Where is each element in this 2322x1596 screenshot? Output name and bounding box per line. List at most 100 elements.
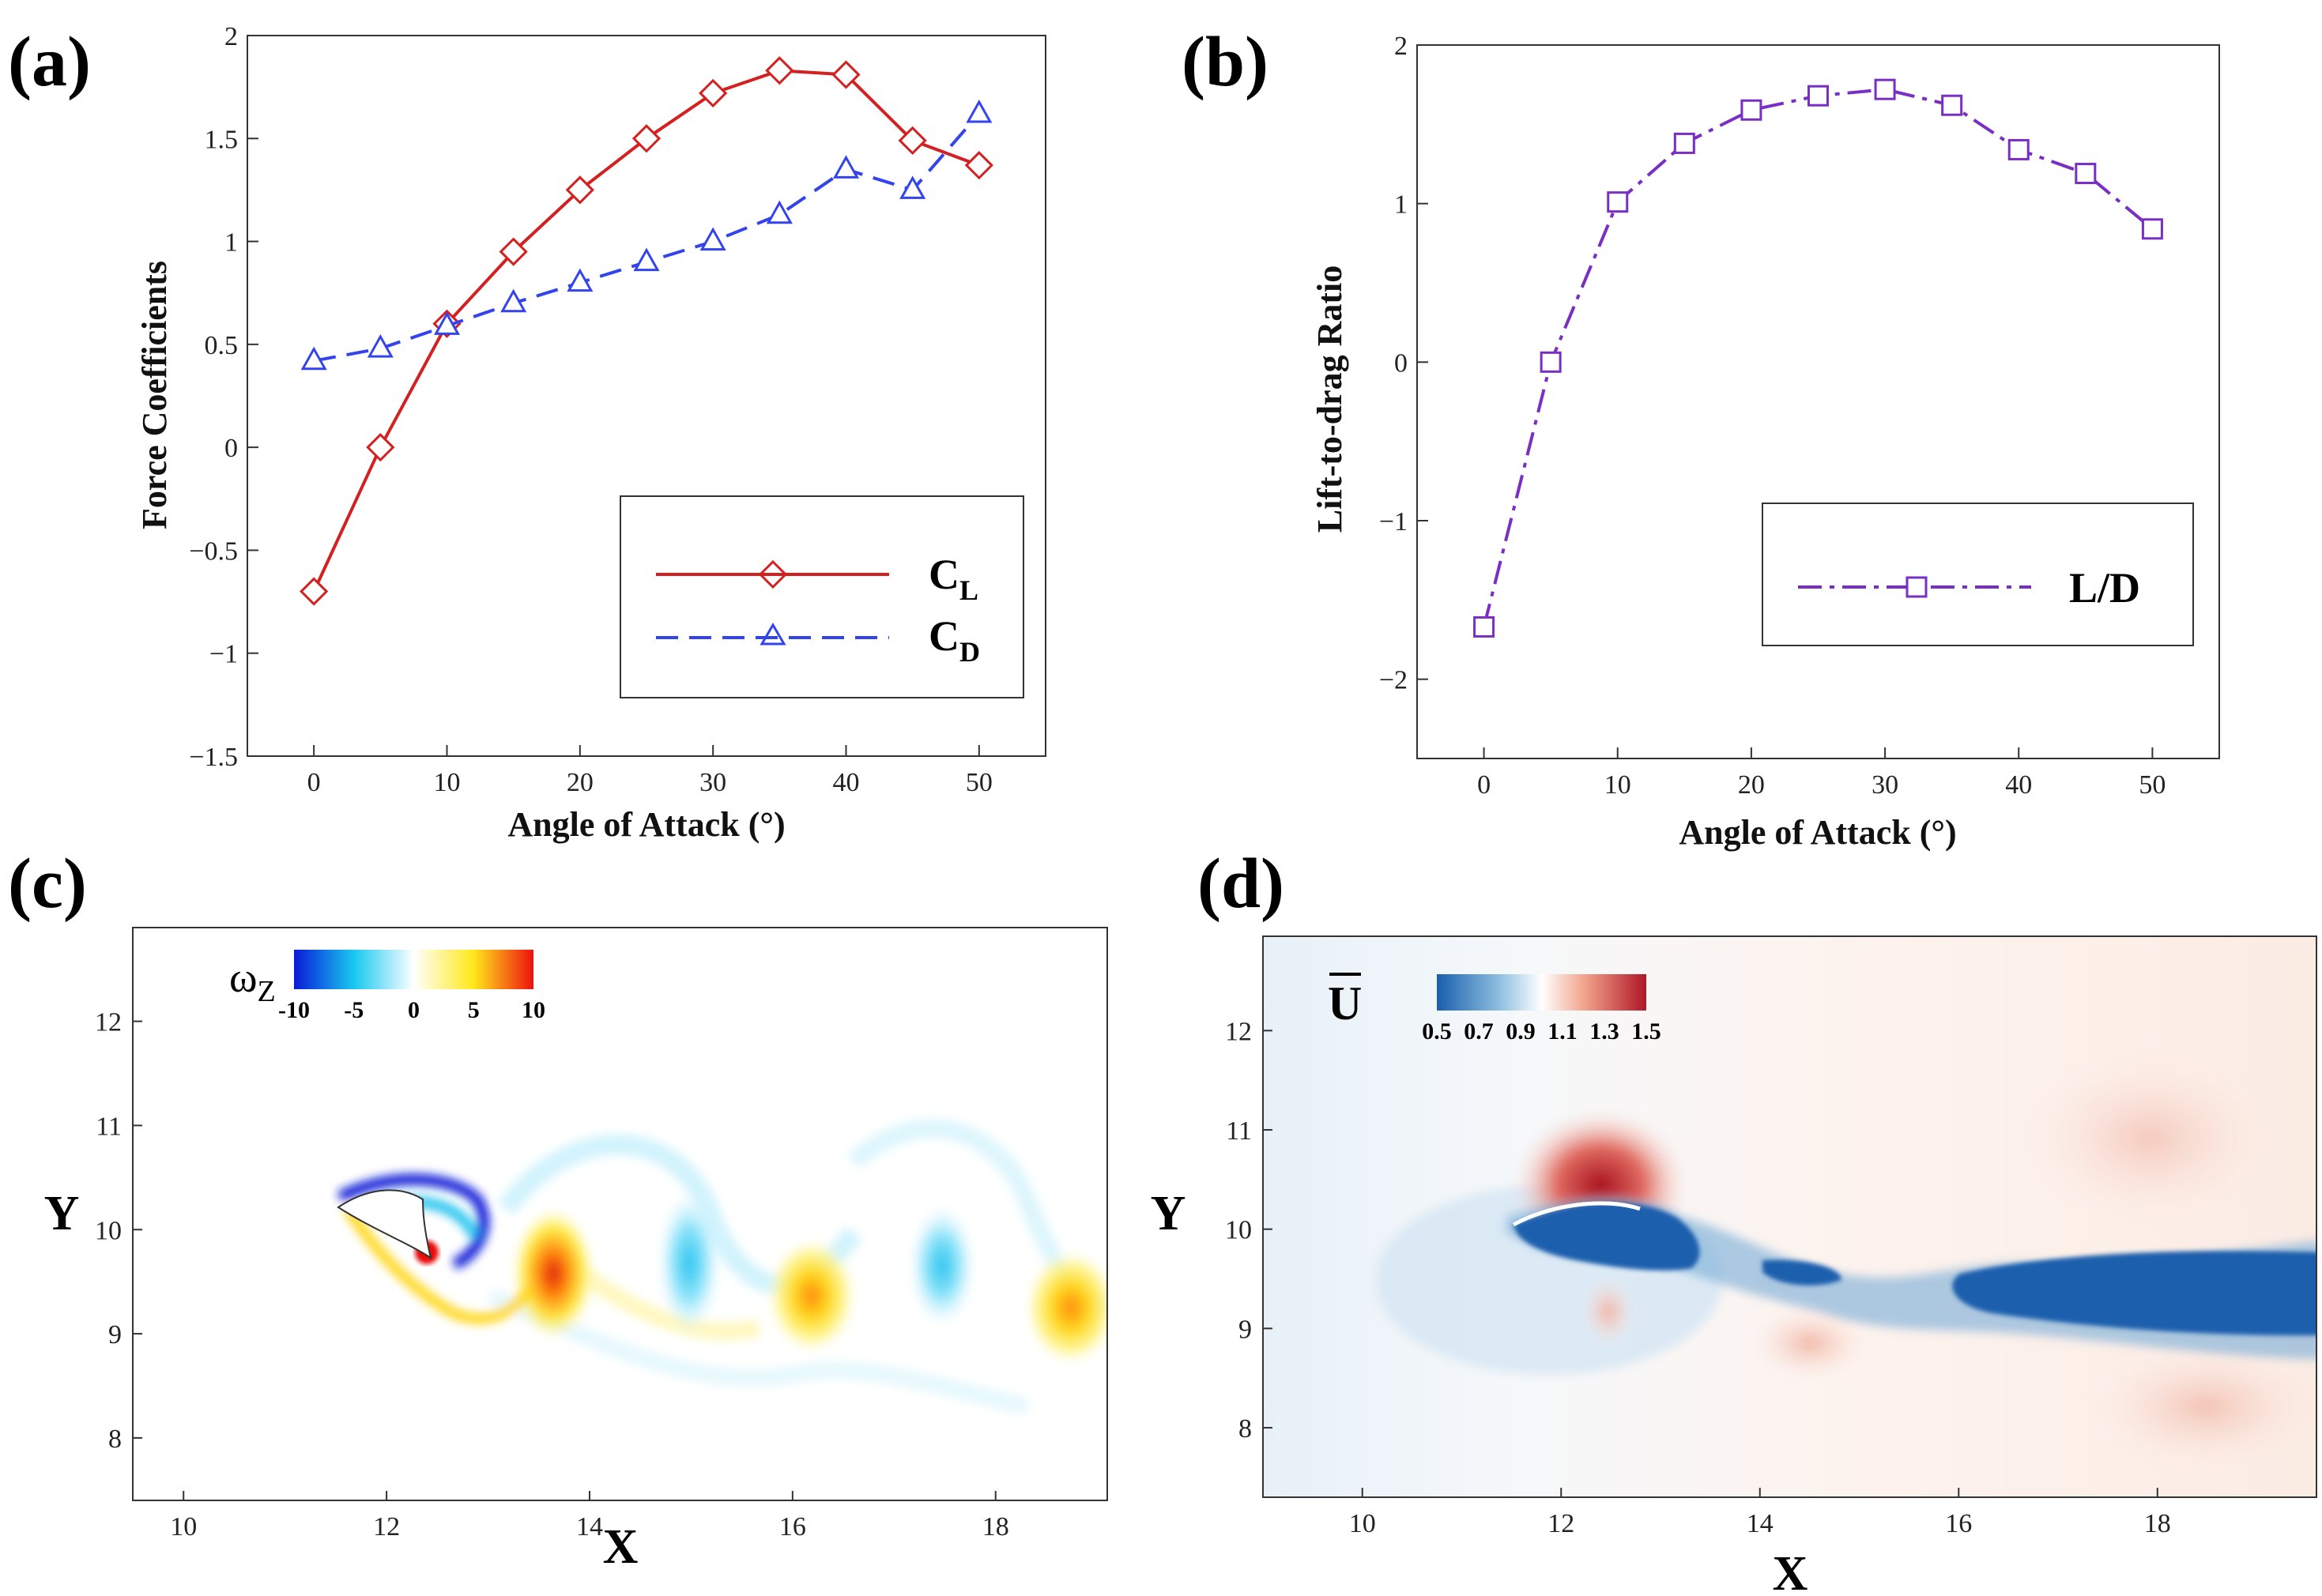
chart-c-ylabel: Y — [44, 1187, 80, 1240]
colorbar-tick-label: 5 — [468, 997, 480, 1023]
data-point-d — [968, 102, 990, 122]
x-tick-label: 14 — [576, 1512, 603, 1541]
x-tick-label: 20 — [567, 768, 594, 797]
x-tick-label: 18 — [2144, 1509, 2171, 1538]
x-tick-label: 0 — [1477, 770, 1491, 800]
panel-c-label: (c) — [8, 845, 87, 923]
y-tick-label: 0 — [224, 434, 238, 463]
x-tick-label: 0 — [307, 768, 321, 797]
data-point-l — [301, 579, 326, 604]
chart-d-ylabel: Y — [1151, 1187, 1186, 1240]
y-tick-label: 0.5 — [205, 331, 239, 360]
data-point-d — [702, 230, 724, 250]
colorbar-tick-label: 10 — [522, 997, 545, 1023]
x-tick-label: 14 — [1747, 1509, 1774, 1538]
x-tick-label: 50 — [2139, 770, 2166, 800]
x-tick-label: 10 — [1349, 1509, 1376, 1538]
x-tick-label: 20 — [1738, 770, 1765, 800]
data-point-ld — [2076, 164, 2095, 183]
legend-ld-marker — [1907, 578, 1926, 597]
y-tick-label: 9 — [108, 1320, 122, 1349]
data-point-ld — [1943, 96, 1962, 115]
data-point-ld — [2009, 140, 2028, 159]
y-tick-label: 10 — [1225, 1216, 1252, 1245]
panel-b-label: (b) — [1182, 23, 1268, 101]
y-tick-label: 9 — [1238, 1315, 1252, 1344]
data-point-ld — [1541, 352, 1560, 371]
y-tick-label: −0.5 — [189, 536, 238, 566]
vortex-positive-3 — [1025, 1251, 1117, 1365]
x-tick-label: 10 — [170, 1512, 197, 1541]
colorbar-tick-label: 1.3 — [1589, 1018, 1619, 1045]
vortex-positive-2 — [767, 1239, 856, 1353]
vortex-negative-1 — [658, 1190, 721, 1335]
y-tick-label: 1 — [224, 228, 238, 258]
chart-c-colorbar — [294, 950, 533, 989]
x-tick-label: 40 — [2005, 770, 2032, 800]
data-point-ld — [1675, 134, 1694, 152]
colorbar-tick-label: 0.7 — [1464, 1018, 1494, 1045]
chart-a-xlabel: Angle of Attack (°) — [507, 805, 785, 844]
pink-patch-under-wing — [1581, 1277, 1635, 1346]
data-point-ld — [1809, 86, 1828, 105]
pink-patch-top-right — [2023, 1051, 2276, 1225]
chart-c-xlabel: X — [603, 1520, 639, 1574]
x-tick-label: 30 — [1872, 770, 1898, 800]
x-tick-label: 18 — [982, 1512, 1009, 1541]
x-tick-label: 10 — [1604, 770, 1631, 800]
data-point-l — [767, 58, 792, 83]
pink-patch-bottom-right — [2086, 1343, 2322, 1470]
y-tick-label: 2 — [1394, 32, 1408, 61]
colorbar-tick-label: 1.5 — [1631, 1018, 1661, 1045]
panel-a-label: (a) — [8, 23, 91, 101]
x-tick-label: 16 — [779, 1512, 806, 1541]
chart-a-ylabel: Force Coefficients — [135, 261, 174, 529]
x-tick-label: 10 — [434, 768, 461, 797]
colorbar-tick-label: -10 — [278, 997, 310, 1023]
chart-c: 10 12 14 16 18 8 9 10 11 12 ωZ -10 -5 0 5 10 X Y — [44, 928, 1122, 1574]
y-tick-label: −1.5 — [189, 743, 238, 772]
chart-d-colorbar — [1437, 974, 1646, 1011]
chart-a: 0 10 20 30 40 50 −1.5 −1 −0.5 0 0.5 1 1.5 2 Angle of … — [135, 22, 1046, 844]
y-tick-label: 1.5 — [205, 125, 239, 154]
data-point-d — [835, 157, 858, 177]
y-tick-label: 1 — [1394, 190, 1408, 220]
data-point-ld — [1742, 100, 1761, 119]
vortex-positive-1 — [512, 1209, 594, 1338]
figure-canvas: (a) (b) (c) (d) 0 10 20 30 40 50−1.5−1−0.500.… — [0, 0, 2322, 1596]
y-tick-label: −2 — [1379, 666, 1408, 695]
y-tick-label: 8 — [1238, 1414, 1252, 1444]
data-point-ld — [1608, 193, 1627, 212]
data-point-ld — [1475, 617, 1494, 636]
data-point-d — [635, 250, 658, 270]
chart-b: 0 10 20 30 40 50 −2 −1 0 1 2 Angle of Attack (°) L… — [1310, 32, 2219, 852]
data-point-ld — [1875, 80, 1894, 99]
legend-ld-label: L/D — [2069, 564, 2140, 612]
y-tick-label: 12 — [1225, 1017, 1252, 1046]
chart-b-ylabel: Lift-to-drag Ratio — [1310, 265, 1349, 533]
vortex-negative-2 — [909, 1204, 975, 1327]
x-tick-label: 40 — [833, 768, 860, 797]
colorbar-tick-label: 0.9 — [1506, 1018, 1536, 1045]
colorbar-tick-label: 0 — [408, 997, 420, 1023]
y-tick-label: 10 — [95, 1216, 122, 1245]
y-tick-label: 8 — [108, 1425, 122, 1454]
chart-b-legend: L/D — [1762, 503, 2193, 646]
y-tick-label: 12 — [95, 1008, 122, 1037]
y-tick-label: 11 — [96, 1112, 122, 1141]
x-tick-label: 50 — [966, 768, 993, 797]
colorbar-tick-label: -5 — [344, 997, 364, 1023]
y-tick-label: 2 — [224, 22, 238, 51]
data-point-l — [368, 435, 393, 460]
data-point-ld — [2143, 220, 2162, 239]
y-tick-label: 0 — [1394, 348, 1408, 378]
chart-b-frame — [1417, 45, 2219, 758]
panel-d-label: (d) — [1197, 845, 1284, 923]
x-tick-label: 16 — [1945, 1509, 1972, 1538]
data-point-l — [967, 152, 992, 178]
chart-d-xlabel: X — [1773, 1547, 1808, 1596]
chart-b-xlabel: Angle of Attack (°) — [1679, 813, 1956, 852]
y-tick-label: −1 — [1379, 507, 1408, 536]
x-tick-label: 12 — [1547, 1509, 1574, 1538]
